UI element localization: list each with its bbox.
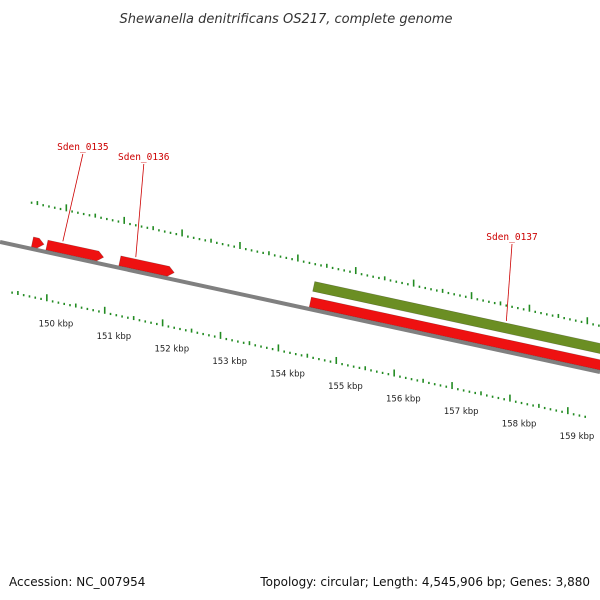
ruler-label: 157 kbp bbox=[444, 407, 479, 417]
gene-bar bbox=[45, 239, 105, 262]
accession-text: Accession: NC_007954 bbox=[9, 575, 145, 589]
ruler-label: 152 kbp bbox=[154, 344, 189, 354]
gene-label: Sden_0135 bbox=[57, 142, 108, 153]
gene-bar bbox=[31, 236, 45, 249]
gene-track bbox=[31, 236, 600, 371]
gene-label: Sden_0136 bbox=[118, 152, 170, 163]
gene-label: Sden_0137 bbox=[486, 232, 537, 243]
genome-backbone bbox=[0, 240, 600, 374]
gene-labels: Sden_0135 Sden_0136 Sden_0137 bbox=[57, 142, 538, 322]
inner-tick-ring bbox=[11, 290, 587, 418]
ruler-label: 150 kbp bbox=[39, 319, 74, 329]
genome-summary-text: Topology: circular; Length: 4,545,906 bp… bbox=[259, 575, 590, 589]
gene-leader-line bbox=[135, 163, 145, 258]
gene-bar bbox=[308, 296, 600, 371]
ruler-label: 159 kbp bbox=[560, 432, 595, 442]
ruler-label: 151 kbp bbox=[97, 332, 132, 342]
map-title: Shewanella denitrificans OS217, complete… bbox=[120, 12, 453, 27]
ruler-label: 155 kbp bbox=[328, 382, 363, 392]
outer-tick-ring bbox=[30, 201, 600, 327]
gene-leader-line bbox=[62, 153, 84, 242]
ruler-labels: 150 kbp 151 kbp 152 kbp 153 kbp 154 kbp 155 k… bbox=[39, 319, 595, 442]
ruler-label: 158 kbp bbox=[502, 420, 537, 430]
ruler-label: 154 kbp bbox=[270, 369, 305, 379]
ruler-label: 156 kbp bbox=[386, 395, 421, 405]
gene-leader-line bbox=[505, 243, 513, 322]
ruler-label: 153 kbp bbox=[212, 357, 247, 367]
gene-bar bbox=[118, 255, 175, 277]
gene-highlight-bar bbox=[312, 281, 600, 354]
